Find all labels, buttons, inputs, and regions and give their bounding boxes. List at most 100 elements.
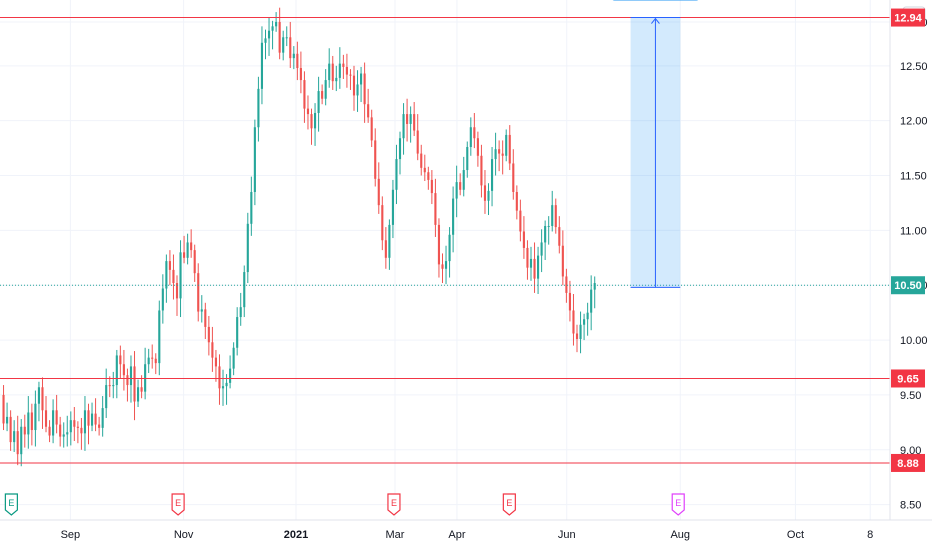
candle-body — [44, 410, 48, 427]
candle-body — [391, 189, 394, 225]
candle-body — [271, 26, 274, 31]
candle-body — [59, 424, 62, 437]
candle-body — [9, 416, 12, 443]
earnings-event-letter: E — [675, 498, 681, 508]
candle-body — [16, 431, 19, 455]
earnings-event-icon — [502, 493, 516, 516]
candle-body — [122, 364, 125, 376]
price-tick-label: 12.50 — [900, 61, 928, 73]
price-axis[interactable]: 12.9012.5012.0011.5011.0010.5010.009.509… — [889, 0, 928, 520]
candle-body — [144, 364, 147, 392]
time-tick-label: Nov — [174, 529, 194, 541]
candle-body — [558, 227, 561, 246]
candle-body — [476, 138, 479, 156]
candle-body — [34, 403, 37, 431]
price-tick-label: 9.00 — [900, 445, 921, 457]
candle-body — [519, 210, 522, 232]
candle-body — [6, 416, 9, 424]
price-tick-label: 8.50 — [900, 500, 921, 512]
candle-body — [154, 358, 157, 364]
candle-body — [303, 80, 306, 109]
candle-body — [275, 21, 278, 27]
candle-body — [349, 74, 352, 76]
price-tag-label: 10.50 — [894, 280, 922, 292]
candle-body — [200, 309, 203, 312]
candle-body — [246, 223, 249, 273]
candle-body — [112, 385, 115, 387]
candle-body — [547, 225, 550, 227]
candle-body — [140, 387, 143, 392]
candle-body — [253, 127, 256, 192]
candle-body — [87, 410, 90, 426]
candle-body — [190, 242, 193, 251]
candle-body — [374, 140, 377, 179]
earnings-event-icon — [671, 493, 685, 516]
candle-body — [335, 77, 338, 82]
candle-body — [434, 193, 437, 225]
earnings-event-icon — [4, 493, 18, 516]
candle-body — [73, 420, 76, 427]
candle-body — [395, 159, 398, 190]
time-tick-label: Sep — [61, 529, 81, 541]
candle-body — [175, 283, 179, 299]
candle-body — [69, 420, 72, 433]
price-tick-label: 10.00 — [900, 335, 928, 347]
time-axis[interactable]: Sep Nov 2021 Mar Apr Jun Aug Oct 8 — [0, 519, 932, 541]
candle-body — [229, 368, 232, 383]
candle-body — [108, 385, 111, 387]
price-tick-label: 12.00 — [900, 116, 928, 128]
candle-body — [172, 269, 175, 284]
candle-body — [551, 205, 554, 226]
candle-body — [151, 357, 154, 359]
candle-body — [306, 108, 310, 115]
candle-body — [381, 205, 384, 241]
candle-body — [27, 412, 30, 435]
candle-body — [473, 127, 476, 139]
candle-body — [593, 283, 596, 290]
candle-body — [66, 432, 69, 435]
candle-body — [328, 63, 331, 81]
candle-body — [2, 394, 5, 424]
candle-body — [501, 153, 504, 156]
candle-body — [469, 127, 472, 148]
candle-body — [225, 382, 228, 387]
candle-body — [561, 245, 564, 277]
candle-body — [441, 264, 444, 269]
earnings-event-icon — [171, 493, 185, 516]
candle-body — [197, 273, 200, 312]
candle-body — [356, 84, 359, 96]
candle-body — [352, 75, 356, 96]
candle-body — [129, 366, 133, 386]
price-tick-label: 11.00 — [900, 225, 927, 237]
price-tick-label: 9.50 — [900, 390, 921, 402]
candle-body — [494, 149, 497, 160]
candle-body — [579, 324, 582, 339]
candle-body — [420, 153, 423, 168]
candle-body — [186, 242, 189, 258]
candle-body — [406, 114, 409, 124]
candle-body — [105, 385, 108, 409]
candle-body — [575, 333, 579, 339]
candle-body — [282, 37, 285, 53]
candle-body — [522, 231, 525, 248]
candle-body — [487, 190, 490, 201]
price-tag — [891, 8, 925, 27]
candle-body — [296, 53, 299, 69]
price-range-measure[interactable]: 2.46 (23.50%) 246 — [610, 0, 701, 288]
candle-body — [292, 53, 295, 59]
candle-body — [94, 413, 97, 425]
candle-body — [23, 426, 26, 435]
candle-body — [498, 149, 501, 154]
candle-body — [278, 21, 281, 53]
horizontal-lines — [0, 17, 890, 464]
candle-body — [232, 347, 235, 369]
candle-body — [537, 255, 540, 279]
earnings-event-letter: E — [391, 498, 397, 508]
candle-body — [505, 134, 508, 156]
earnings-event-letter: E — [175, 498, 181, 508]
time-tick-label: Apr — [448, 529, 465, 541]
candle-body — [101, 408, 104, 428]
candle-body — [98, 424, 101, 428]
candle-body — [218, 366, 221, 389]
